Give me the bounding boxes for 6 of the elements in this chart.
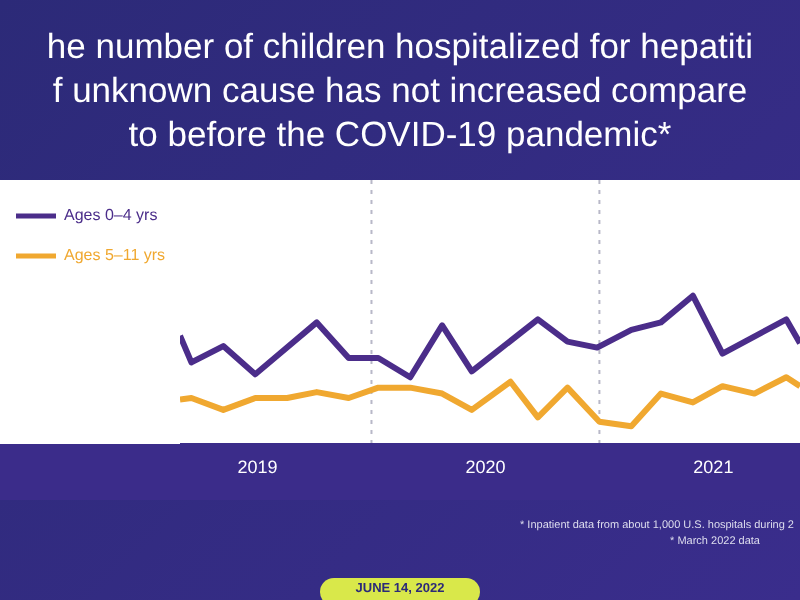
legend-label: Ages 5–11 yrs bbox=[64, 246, 166, 265]
legend-label: Ages 0–4 yrs bbox=[64, 206, 158, 225]
chart-title: he number of children hospitalized for hepatiti f unknown cause has not increased compare to before the COVID-19 pandemic* bbox=[44, 24, 756, 156]
x-tick-label: 2021 bbox=[693, 456, 734, 477]
x-tick-label: 2019 bbox=[237, 456, 278, 477]
x-tick-label: 2020 bbox=[465, 456, 506, 477]
